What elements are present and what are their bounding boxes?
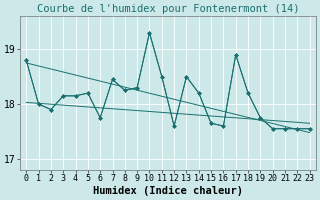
Title: Courbe de l'humidex pour Fontenermont (14): Courbe de l'humidex pour Fontenermont (1… bbox=[37, 4, 299, 14]
X-axis label: Humidex (Indice chaleur): Humidex (Indice chaleur) bbox=[93, 186, 243, 196]
